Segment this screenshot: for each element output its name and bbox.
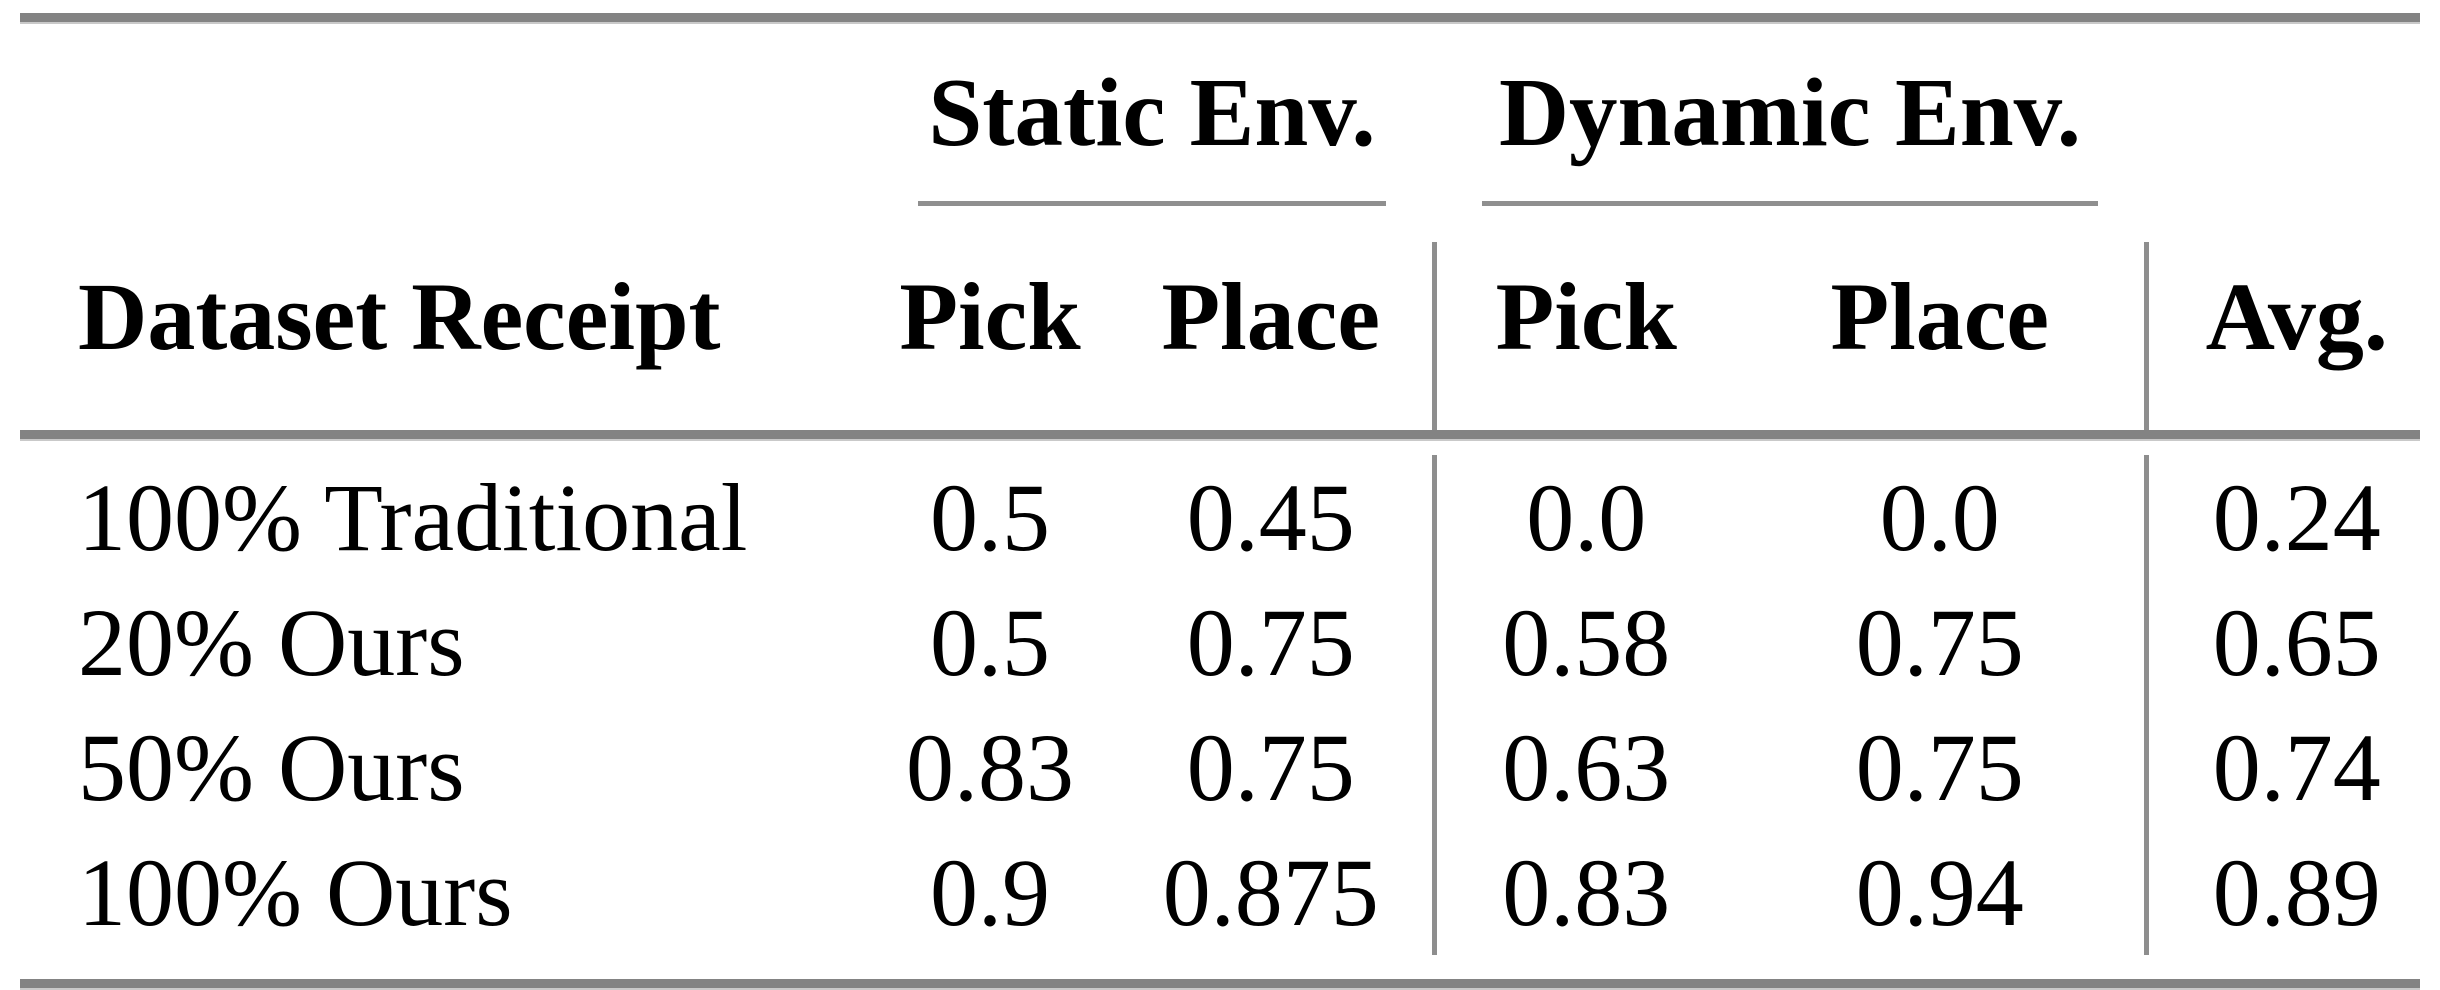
spacer	[20, 440, 2420, 455]
mid-rule	[20, 430, 2420, 441]
col-header-dynamic-pick: Pick	[1431, 242, 1736, 430]
group-header-dynamic-env: Dynamic Env.	[1434, 23, 2146, 200]
cell-static-place: 0.75	[1186, 589, 1355, 696]
cell-static-pick: 0.5	[930, 464, 1050, 571]
col-header-static-pick: Pick	[899, 262, 1081, 370]
cell-static-pick: 0.83	[906, 714, 1074, 821]
static-env-underline	[918, 200, 1386, 206]
cell-dynamic-place: 0.0	[1879, 464, 2000, 571]
cell-dataset: 50% Ours	[78, 714, 465, 821]
col-header-static-place: Place	[1161, 262, 1381, 370]
cell-dynamic-place: 0.75	[1855, 589, 2024, 696]
dynamic-env-label: Dynamic Env.	[1498, 58, 2082, 166]
cell-dynamic-pick: 0.63	[1431, 705, 1736, 830]
cell-dynamic-pick: 0.83	[1431, 830, 1736, 955]
cell-dataset: 20% Ours	[78, 589, 465, 696]
cell-dynamic-pick: 0.0	[1431, 455, 1736, 580]
cell-static-place: 0.45	[1186, 464, 1355, 571]
cmidrule-row	[20, 200, 2420, 206]
results-table: Static Env. Dynamic Env. Dataset Receipt…	[20, 13, 2420, 990]
cell-static-pick: 0.9	[930, 839, 1050, 946]
group-header-empty	[20, 23, 870, 200]
group-header-empty-avg	[2146, 23, 2420, 200]
col-header-dataset-receipt: Dataset Receipt	[78, 262, 721, 370]
cell-static-pick: 0.5	[930, 589, 1050, 696]
cell-dataset: 100% Traditional	[78, 464, 748, 571]
col-header-avg: Avg.	[2143, 242, 2420, 430]
cell-static-place: 0.75	[1186, 714, 1355, 821]
cell-avg: 0.24	[2143, 455, 2420, 580]
cell-dynamic-place: 0.94	[1855, 839, 2024, 946]
cell-avg: 0.74	[2143, 705, 2420, 830]
table-row-20pct-ours: 20% Ours 0.5 0.75 0.58 0.75 0.65	[20, 580, 2420, 705]
cell-avg: 0.89	[2143, 830, 2420, 955]
cell-dataset: 100% Ours	[78, 839, 513, 946]
cell-dynamic-place: 0.75	[1855, 714, 2024, 821]
cell-static-place: 0.875	[1162, 839, 1379, 946]
col-header-dynamic-place: Place	[1830, 262, 2050, 370]
column-header-row: Dataset Receipt Pick Place Pick Place Av…	[20, 242, 2420, 430]
cell-avg: 0.65	[2143, 580, 2420, 705]
cell-dynamic-pick: 0.58	[1431, 580, 1736, 705]
table-row-100pct-traditional: 100% Traditional 0.5 0.45 0.0 0.0 0.24	[20, 455, 2420, 580]
top-rule	[20, 13, 2420, 24]
bottom-rule	[20, 979, 2420, 990]
table-row-100pct-ours: 100% Ours 0.9 0.875 0.83 0.94 0.89	[20, 830, 2420, 955]
group-header-row: Static Env. Dynamic Env.	[20, 23, 2420, 200]
table-row-50pct-ours: 50% Ours 0.83 0.75 0.63 0.75 0.74	[20, 705, 2420, 830]
spacer	[20, 955, 2420, 979]
group-header-static-env: Static Env.	[870, 23, 1434, 200]
dynamic-env-underline	[1482, 200, 2098, 206]
static-env-label: Static Env.	[928, 58, 1376, 166]
paper-table-figure: Static Env. Dynamic Env. Dataset Receipt…	[20, 13, 2420, 990]
spacer	[20, 206, 2420, 242]
